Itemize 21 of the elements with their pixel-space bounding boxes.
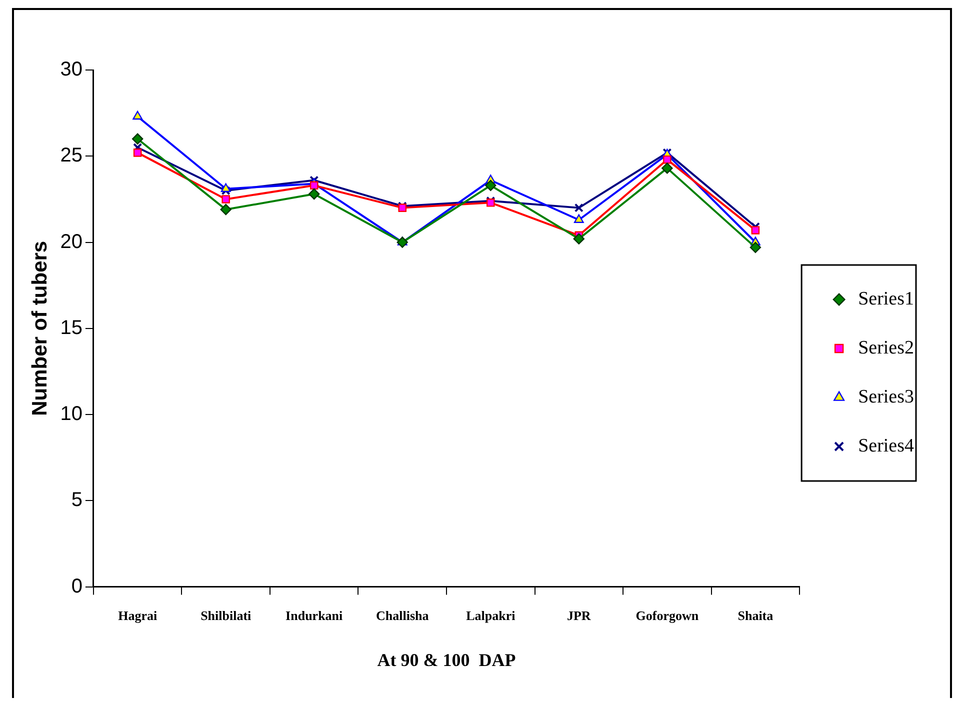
y-axis-title: Number of tubers bbox=[28, 240, 52, 416]
x-axis-title: At 90 & 100 DAP bbox=[377, 650, 516, 670]
legend-label: Series1 bbox=[858, 288, 914, 310]
y-tick-label: 25 bbox=[60, 144, 82, 167]
x-tick-label: Lalpakri bbox=[466, 608, 516, 623]
x-tick-label: Shilbilati bbox=[200, 608, 252, 623]
x-tick-label: Indurkani bbox=[286, 608, 344, 623]
legend-label: Series4 bbox=[858, 435, 914, 456]
y-tick-label: 15 bbox=[60, 316, 82, 339]
x-tick-label: Goforgown bbox=[636, 608, 700, 623]
y-tick-label: 30 bbox=[60, 58, 82, 81]
y-tick-label: 0 bbox=[71, 575, 82, 598]
x-tick-label: Hagrai bbox=[118, 608, 158, 623]
legend-label: Series3 bbox=[858, 386, 914, 408]
x-tick-label: JPR bbox=[566, 608, 592, 623]
y-tick-label: 10 bbox=[60, 403, 82, 426]
y-tick-label: 5 bbox=[71, 489, 82, 512]
x-tick-label: Challisha bbox=[376, 608, 430, 623]
legend-label: Series2 bbox=[858, 337, 914, 358]
y-tick-label: 20 bbox=[60, 230, 82, 253]
x-tick-label: Shaita bbox=[738, 608, 774, 623]
